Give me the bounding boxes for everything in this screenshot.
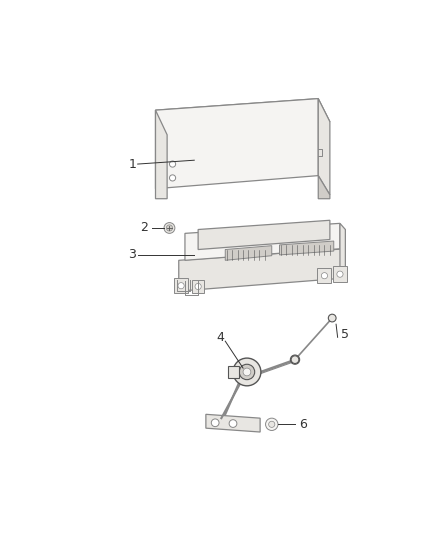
Circle shape [243, 368, 251, 376]
Circle shape [337, 271, 343, 277]
Text: 5: 5 [341, 328, 350, 342]
Circle shape [321, 273, 328, 279]
Circle shape [229, 419, 237, 427]
Polygon shape [340, 223, 346, 278]
Circle shape [211, 419, 219, 426]
Polygon shape [155, 99, 318, 189]
Polygon shape [174, 278, 188, 294]
Text: 2: 2 [140, 222, 148, 235]
Circle shape [328, 314, 336, 322]
Circle shape [239, 364, 255, 379]
Circle shape [170, 175, 176, 181]
Polygon shape [279, 241, 334, 255]
Polygon shape [318, 99, 330, 195]
Circle shape [290, 355, 300, 364]
Polygon shape [333, 266, 347, 282]
Polygon shape [228, 366, 239, 378]
Circle shape [170, 161, 176, 167]
Polygon shape [155, 110, 167, 199]
Polygon shape [185, 223, 340, 260]
Circle shape [178, 282, 184, 289]
Circle shape [291, 356, 299, 364]
Polygon shape [192, 280, 204, 294]
Text: 6: 6 [299, 418, 307, 431]
Polygon shape [179, 249, 346, 291]
Circle shape [268, 421, 275, 427]
Circle shape [233, 358, 261, 386]
Polygon shape [198, 220, 330, 249]
Polygon shape [318, 175, 330, 199]
Circle shape [265, 418, 278, 431]
Text: 4: 4 [216, 331, 224, 344]
Polygon shape [318, 268, 332, 284]
Polygon shape [225, 246, 272, 260]
Circle shape [166, 225, 173, 231]
Circle shape [195, 284, 201, 289]
Text: 1: 1 [128, 158, 136, 171]
Polygon shape [155, 99, 330, 135]
Polygon shape [206, 414, 260, 432]
Text: 3: 3 [128, 248, 136, 261]
Circle shape [164, 223, 175, 233]
